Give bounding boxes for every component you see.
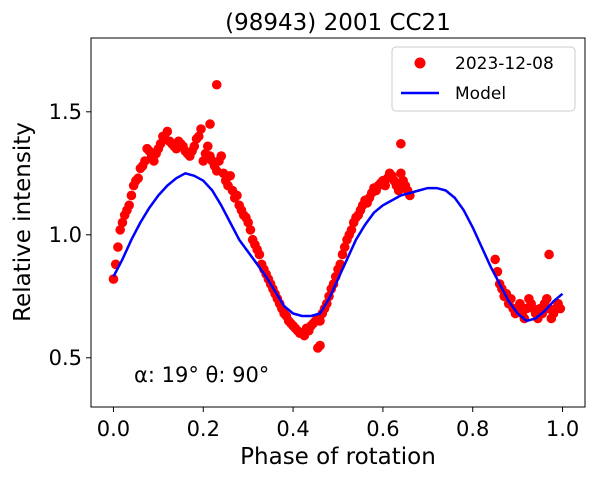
x-tick-label: 1.0: [546, 417, 579, 441]
x-tick-label: 0.8: [456, 417, 489, 441]
data-point: [108, 274, 119, 284]
data-point: [346, 225, 357, 235]
x-tick-label: 0.0: [97, 417, 130, 441]
y-tick-label: 1.5: [49, 100, 82, 124]
chart-title: (98943) 2001 CC21: [225, 10, 451, 36]
data-point: [124, 200, 134, 211]
data-point: [189, 141, 200, 152]
legend-label-model: Model: [455, 84, 506, 104]
data-point: [396, 168, 406, 179]
data-point: [380, 180, 390, 191]
legend: 2023-12-08 Model: [391, 46, 576, 112]
model-series: [112, 172, 564, 323]
data-point: [162, 126, 173, 137]
legend-marker-scatter: [414, 57, 426, 69]
data-point: [339, 242, 350, 252]
legend-label-scatter: 2023-12-08: [455, 54, 554, 74]
data-point: [312, 343, 323, 353]
y-axis-label: Relative intensity: [10, 122, 36, 322]
data-point: [490, 254, 500, 265]
data-point: [216, 151, 227, 161]
data-point: [117, 217, 128, 228]
data-point: [515, 298, 525, 309]
x-tick-label: 0.4: [276, 417, 309, 441]
legend-box: [391, 46, 576, 112]
data-point: [115, 225, 125, 235]
data-point: [133, 173, 143, 184]
x-axis-label: Phase of rotation: [240, 444, 436, 470]
angle-annotation: α: 19° θ: 90°: [134, 363, 269, 387]
data-point: [542, 293, 552, 304]
data-point: [193, 131, 204, 142]
data-point: [225, 170, 236, 181]
y-tick-label: 1.0: [49, 223, 82, 247]
data-point: [202, 141, 213, 152]
data-point: [140, 156, 150, 166]
x-ticks: 0.0 0.2 0.4 0.6 0.8 1.0: [97, 407, 579, 441]
data-point: [198, 156, 209, 166]
x-tick-label: 0.6: [366, 417, 399, 441]
data-point: [211, 79, 222, 90]
data-point: [126, 190, 137, 201]
data-point: [149, 156, 159, 166]
model-line: [112, 172, 564, 323]
data-point: [544, 249, 554, 260]
data-point: [205, 119, 215, 129]
data-point: [555, 303, 566, 314]
data-point: [337, 249, 348, 260]
data-point: [245, 225, 256, 235]
data-point: [254, 249, 265, 260]
y-tick-label: 0.5: [49, 346, 82, 370]
data-point: [393, 185, 404, 196]
x-tick-label: 0.2: [187, 417, 220, 441]
scatter-series: [108, 79, 566, 353]
data-point: [232, 190, 242, 201]
data-point: [113, 242, 123, 252]
data-point: [196, 124, 206, 134]
data-point: [396, 138, 406, 149]
y-ticks: 0.5 1.0 1.5: [49, 100, 91, 370]
data-point: [243, 217, 253, 228]
data-point: [315, 316, 325, 326]
